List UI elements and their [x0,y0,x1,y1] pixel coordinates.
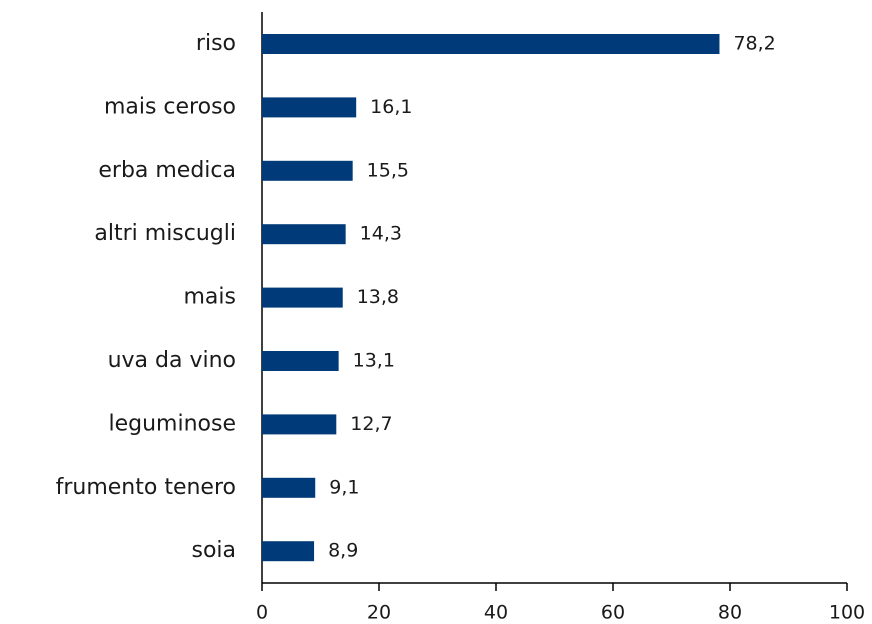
value-label: 13,8 [357,286,399,308]
bar [262,34,720,54]
x-tick-label: 20 [367,602,391,624]
bar [262,160,353,181]
category-label: riso [196,31,236,56]
category-label: mais [184,285,237,310]
category-label: soia [191,538,236,563]
bar [262,541,315,562]
x-tick-label: 80 [718,602,742,624]
bar [262,224,346,245]
value-label: 13,1 [353,350,395,372]
value-label: 9,1 [329,476,359,498]
x-tick-label: 100 [829,602,865,624]
value-label: 14,3 [360,223,402,245]
bar [262,287,343,308]
category-label: erba medica [98,158,236,183]
value-label: 78,2 [733,33,775,55]
value-label: 16,1 [370,96,412,118]
x-tick-label: 0 [256,602,268,624]
value-label: 15,5 [367,159,409,181]
x-tick-label: 40 [484,602,508,624]
bar [262,97,357,118]
bar [262,414,337,435]
x-tick-label: 60 [601,602,625,624]
category-label: frumento tenero [56,475,236,500]
category-label: leguminose [109,411,237,436]
category-label: altri miscugli [94,221,236,246]
value-label: 8,9 [328,540,358,562]
bar [262,477,316,498]
value-label: 12,7 [350,413,392,435]
category-label: mais ceroso [104,94,236,119]
bar [262,351,339,371]
category-label: uva da vino [108,348,236,373]
